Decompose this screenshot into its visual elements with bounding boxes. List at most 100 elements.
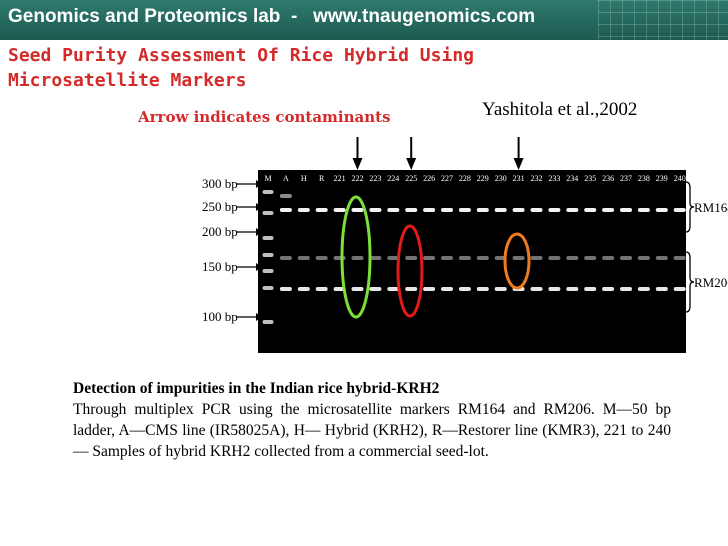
- gel-band: [530, 256, 543, 260]
- gel-band: [584, 287, 597, 291]
- gel-band: [566, 256, 579, 260]
- gel-band: [405, 256, 418, 260]
- gel-band: [530, 287, 543, 291]
- ladder-labels: 300 bp 250 bp 200 bp 150 bp 100 bp: [202, 176, 262, 324]
- gel-band: [476, 208, 489, 212]
- gel-band: [297, 287, 310, 291]
- header-grid-decoration: [598, 0, 728, 40]
- gel-band: [387, 287, 400, 291]
- gel-band: [602, 256, 615, 260]
- lane-label: M: [264, 174, 271, 183]
- gel-band: [620, 287, 632, 291]
- gel-band: [584, 208, 597, 212]
- gel-band: [262, 190, 274, 194]
- gel-band: [262, 253, 274, 257]
- lane-label: 233: [548, 174, 560, 183]
- gel-image: [258, 170, 686, 353]
- lane-label: 229: [477, 174, 489, 183]
- gel-band: [333, 208, 346, 212]
- contaminant-arrow-head: [513, 158, 524, 170]
- gel-band: [315, 256, 328, 260]
- ladder-label: 300 bp: [202, 176, 238, 191]
- gel-band: [584, 256, 597, 260]
- contaminant-arrow-head: [406, 158, 417, 170]
- lane-labels: M A H R 221 222 223 224 225 226 227 228 229 230 231 232…: [264, 174, 685, 183]
- lane-label: 223: [369, 174, 381, 183]
- gel-band: [476, 256, 489, 260]
- gel-band: [655, 287, 668, 291]
- ladder-arrow-head: [256, 263, 262, 271]
- header-title: Genomics and Proteomics lab - www.tnauge…: [8, 6, 536, 27]
- ladder-label: 150 bp: [202, 259, 238, 274]
- lane-label: 228: [459, 174, 471, 183]
- gel-band: [458, 287, 471, 291]
- gel-band: [405, 287, 418, 291]
- gel-band: [566, 287, 579, 291]
- gel-band: [279, 287, 292, 291]
- gel-band: [423, 256, 436, 260]
- gel-band: [620, 208, 632, 212]
- ladder-label: 250 bp: [202, 199, 238, 214]
- lane-label: 226: [423, 174, 435, 183]
- gel-band: [548, 256, 561, 260]
- ladder-label: 100 bp: [202, 309, 238, 324]
- gel-band: [566, 208, 579, 212]
- gel-band: [262, 236, 274, 240]
- gel-band: [476, 287, 489, 291]
- lane-label: 235: [584, 174, 596, 183]
- lane-label: 230: [495, 174, 507, 183]
- gel-band: [315, 287, 328, 291]
- gel-band: [673, 256, 686, 260]
- gel-band: [369, 256, 382, 260]
- gel-band: [369, 287, 382, 291]
- ladder-label: 200 bp: [202, 224, 238, 239]
- lane-label: 238: [638, 174, 650, 183]
- gel-band: [494, 208, 507, 212]
- lane-label: 231: [513, 174, 525, 183]
- caption-heading: Detection of impurities in the Indian ri…: [73, 380, 440, 397]
- gel-band: [512, 208, 525, 212]
- gel-band: [279, 256, 292, 260]
- lane-label: 224: [387, 174, 399, 183]
- gel-band: [297, 208, 310, 212]
- lane-label: 240: [674, 174, 686, 183]
- gel-band: [620, 256, 632, 260]
- slide-title: Seed Purity Assessment Of Rice Hybrid Us…: [8, 45, 474, 91]
- gel-band: [494, 287, 507, 291]
- gel-band: [297, 256, 310, 260]
- lane-label: 236: [602, 174, 614, 183]
- red-circle: [396, 224, 424, 318]
- gel-band: [333, 256, 346, 260]
- caption-body: Through multiplex PCR using the microsat…: [73, 401, 671, 460]
- gel-band: [387, 208, 400, 212]
- lane-label: 227: [441, 174, 453, 183]
- gel-band: [262, 269, 274, 273]
- gel-band: [458, 208, 471, 212]
- arrow-note: Arrow indicates contaminants: [138, 108, 391, 126]
- ladder-arrow-head: [256, 313, 262, 321]
- gel-band: [351, 287, 364, 291]
- marker-braces: RM164 RM206: [685, 181, 728, 313]
- gel-band: [441, 287, 453, 291]
- gel-band: [637, 208, 650, 212]
- gel-band: [279, 194, 292, 198]
- gel-band: [637, 287, 650, 291]
- gel-band: [602, 208, 615, 212]
- lane-label: 221: [334, 174, 346, 183]
- lane-label: A: [283, 174, 289, 183]
- ladder-arrow-head: [256, 228, 262, 236]
- contaminant-arrows: [352, 137, 524, 170]
- gel-band: [602, 287, 615, 291]
- lane-label: 225: [405, 174, 417, 183]
- gel-bands: [262, 190, 686, 324]
- gel-band: [279, 208, 292, 212]
- gel-band: [387, 256, 400, 260]
- gel-band: [441, 256, 453, 260]
- contaminant-arrow-head: [352, 158, 363, 170]
- gel-band: [423, 287, 436, 291]
- lane-label: R: [319, 174, 325, 183]
- lane-label: 239: [656, 174, 668, 183]
- gel-band: [673, 208, 686, 212]
- marker-label: RM164: [694, 200, 728, 215]
